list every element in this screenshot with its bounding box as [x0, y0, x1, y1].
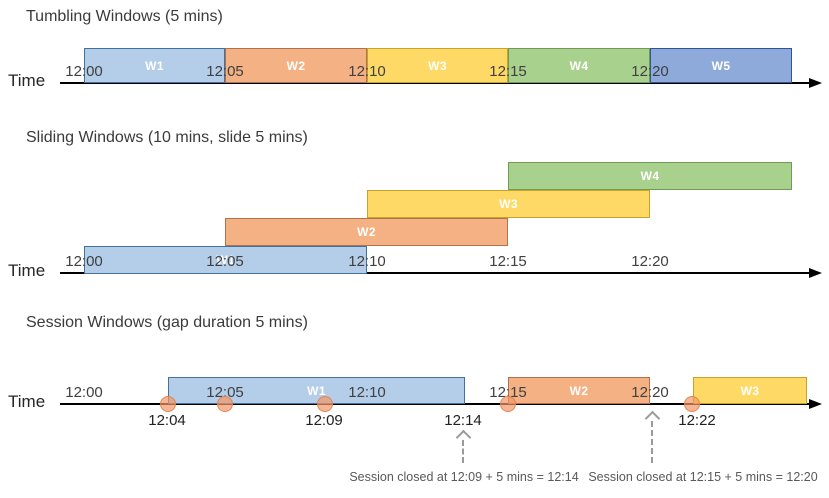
- time-axis-line-tumbling: [60, 82, 812, 84]
- time-axis-arrowhead-icon: [809, 78, 822, 88]
- window-tumbling-w2: W2: [225, 48, 367, 83]
- time-axis-line-session: [60, 403, 812, 405]
- window-tumbling-w4: W4: [508, 48, 650, 83]
- axis-tick-label: 12:00: [65, 63, 103, 80]
- event-time-label: 12:09: [305, 412, 343, 429]
- window-label: W4: [569, 58, 589, 73]
- event-dot: [317, 396, 333, 412]
- time-axis-arrowhead-icon: [809, 399, 822, 409]
- time-axis-label-session: Time: [8, 392, 46, 411]
- window-label: W2: [357, 225, 376, 239]
- axis-tick-label: 12:20: [631, 253, 669, 270]
- axis-tick-label: 12:15: [489, 253, 527, 270]
- window-tumbling-w5: W5: [650, 48, 792, 83]
- window-label: W1: [307, 383, 326, 398]
- annotation-dashed-line: [651, 421, 653, 463]
- axis-tick-label: 12:15: [489, 384, 527, 401]
- event-time-label: 12:14: [444, 412, 482, 429]
- window-tumbling-w1: W1: [84, 48, 225, 83]
- axis-tick-label: 12:20: [631, 63, 669, 80]
- window-label: W3: [740, 383, 760, 398]
- axis-tick-label: 12:05: [206, 63, 244, 80]
- section-title-sliding: Sliding Windows (10 mins, slide 5 mins): [26, 129, 308, 146]
- window-sliding-w4: W4: [508, 162, 792, 190]
- window-sliding-w2: W2: [225, 218, 508, 246]
- window-label: W3: [428, 58, 447, 73]
- event-dot: [500, 396, 516, 412]
- window-tumbling-w3: W3: [367, 48, 508, 83]
- axis-tick-label: 12:20: [631, 384, 669, 401]
- window-label: W1: [145, 58, 164, 73]
- event-time-label: 12:22: [678, 412, 716, 429]
- event-dot: [217, 396, 233, 412]
- axis-tick-label: 12:10: [348, 63, 386, 80]
- section-title-tumbling: Tumbling Windows (5 mins): [26, 8, 223, 25]
- window-label: W2: [569, 383, 589, 398]
- section-title-session: Session Windows (gap duration 5 mins): [26, 314, 308, 331]
- window-sliding-w3: W3: [367, 190, 650, 218]
- time-axis-arrowhead-icon: [809, 268, 822, 278]
- window-sliding-w1: W1: [84, 246, 367, 274]
- annotation-dashed-line: [462, 440, 464, 463]
- time-axis-label-tumbling: Time: [8, 71, 46, 90]
- event-dot: [684, 396, 700, 412]
- axis-tick-label: 12:05: [206, 384, 244, 401]
- window-label: W1: [216, 253, 235, 267]
- event-time-label: 12:04: [148, 412, 186, 429]
- time-axis-label-sliding: Time: [8, 261, 46, 280]
- window-label: W4: [640, 169, 660, 183]
- time-axis-line-sliding: [60, 272, 812, 274]
- axis-tick-label: 12:00: [65, 253, 103, 270]
- axis-tick-label: 12:00: [65, 384, 103, 401]
- window-session-w2: W2: [508, 377, 650, 404]
- event-dot: [160, 396, 176, 412]
- axis-tick-label: 12:10: [348, 253, 386, 270]
- axis-tick-label: 12:05: [206, 253, 244, 270]
- axis-tick-label: 12:15: [489, 63, 527, 80]
- window-label: W5: [711, 58, 731, 73]
- window-label: W2: [286, 58, 306, 73]
- window-label: W3: [499, 197, 518, 211]
- session-closed-note: Session closed at 12:15 + 5 mins = 12:20: [588, 470, 818, 484]
- session-closed-note: Session closed at 12:09 + 5 mins = 12:14: [349, 470, 579, 484]
- axis-tick-label: 12:10: [348, 384, 386, 401]
- window-session-w3: W3: [693, 377, 807, 404]
